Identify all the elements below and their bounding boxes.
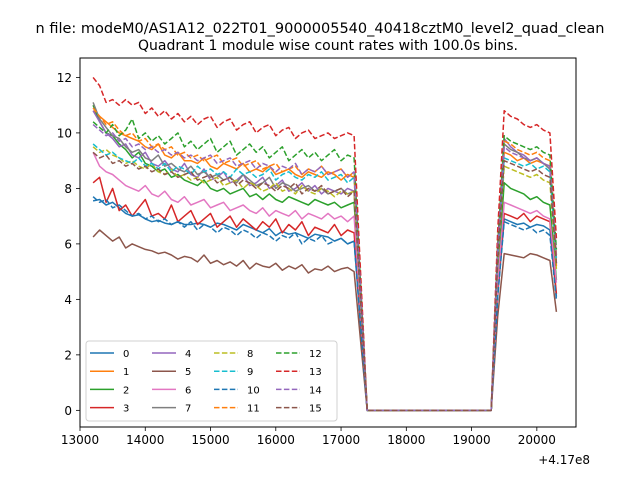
legend-label-2: 2 xyxy=(123,385,129,396)
chart-title: Quadrant 1 module wise count rates with … xyxy=(138,38,518,54)
series-line-15 xyxy=(92,151,558,412)
x-tick-label: 19000 xyxy=(452,433,490,447)
legend-label-7: 7 xyxy=(185,404,191,415)
legend-label-14: 14 xyxy=(309,385,322,396)
legend-label-13: 13 xyxy=(309,367,322,378)
series-line-5 xyxy=(92,229,558,412)
legend-label-1: 1 xyxy=(123,367,129,378)
legend-label-3: 3 xyxy=(123,404,129,415)
y-tick-label: 12 xyxy=(57,71,72,85)
legend-label-10: 10 xyxy=(247,385,260,396)
series-line-14 xyxy=(92,124,558,412)
legend-label-0: 0 xyxy=(123,349,129,360)
y-tick-label: 8 xyxy=(64,182,72,196)
series-line-6 xyxy=(92,151,558,412)
y-tick-label: 10 xyxy=(57,126,72,140)
x-tick-label: 16000 xyxy=(257,433,295,447)
legend-label-9: 9 xyxy=(247,367,253,378)
x-tick-label: 17000 xyxy=(322,433,360,447)
x-axis: 13000 14000 15000 16000 17000 18000 19000 20000 xyxy=(61,427,556,447)
figure-suptitle: n file: modeM0/AS1A12_022T01_9000005540_… xyxy=(36,21,605,37)
x-tick-label: 15000 xyxy=(191,433,229,447)
series-line-13 xyxy=(92,76,558,412)
legend-label-12: 12 xyxy=(309,349,322,360)
x-tick-label: 18000 xyxy=(387,433,425,447)
series-layer xyxy=(92,76,558,412)
legend-label-6: 6 xyxy=(185,385,191,396)
axes-frame xyxy=(79,57,577,428)
legend-label-11: 11 xyxy=(247,404,260,415)
y-tick-label: 2 xyxy=(64,348,72,362)
x-tick-label: 14000 xyxy=(126,433,164,447)
x-offset-label: +4.17e8 xyxy=(538,453,590,467)
legend-frame xyxy=(85,340,338,422)
x-tick-label: 20000 xyxy=(518,433,556,447)
series-line-10 xyxy=(92,196,558,412)
legend-label-15: 15 xyxy=(309,404,322,415)
y-tick-label: 4 xyxy=(64,293,72,307)
legend-label-8: 8 xyxy=(247,349,253,360)
y-tick-label: 6 xyxy=(64,237,72,251)
x-tick-label: 13000 xyxy=(61,433,99,447)
legend-label-4: 4 xyxy=(185,349,191,360)
y-axis: 0 2 4 6 8 10 12 xyxy=(57,71,80,418)
y-tick-label: 0 xyxy=(64,404,72,418)
legend-label-5: 5 xyxy=(185,367,191,378)
